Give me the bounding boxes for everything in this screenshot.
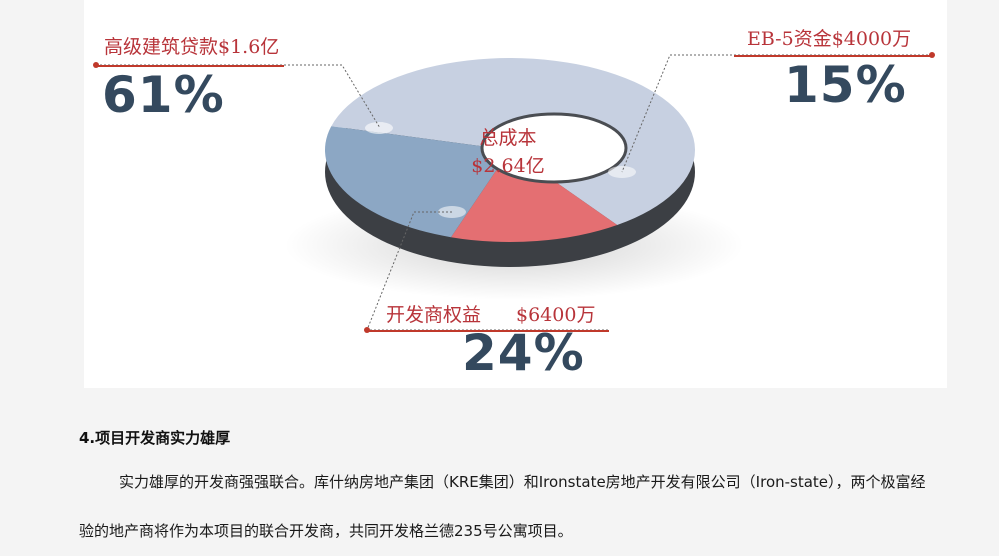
donut-chart — [93, 52, 935, 333]
section-heading: 4.项目开发商实力雄厚 — [79, 429, 231, 447]
slice-percent-equity: 24% — [462, 324, 585, 382]
slice-amount-equity: $6400万 — [516, 304, 596, 326]
slice-label-eb5: EB-5资金$4000万 — [747, 28, 912, 50]
center-label-value: $2.64亿 — [471, 155, 545, 177]
donut-hole — [480, 112, 628, 184]
slice-label-senior-loan: 高级建筑贷款$1.6亿 — [104, 36, 280, 58]
chart-figure: 高级建筑贷款$1.6亿 61% EB-5资金$4000万 15% 开发商权益 $… — [84, 0, 947, 388]
section-paragraph: 实力雄厚的开发商强强联合。库什纳房地产集团（KRE集团）和Ironstate房地… — [79, 473, 926, 540]
donut-center-label: 总成本 $2.64亿 — [448, 124, 568, 180]
center-label-title: 总成本 — [479, 127, 537, 149]
slice-percent-eb5: 15% — [784, 56, 907, 114]
slice-percent-senior-loan: 61% — [102, 66, 225, 124]
leader-line-equity — [366, 211, 609, 331]
slice-label-equity: 开发商权益 — [386, 304, 482, 326]
slice-highlight — [365, 122, 393, 134]
slice-eb5 — [450, 150, 618, 242]
leader-line-eb5 — [621, 54, 932, 173]
